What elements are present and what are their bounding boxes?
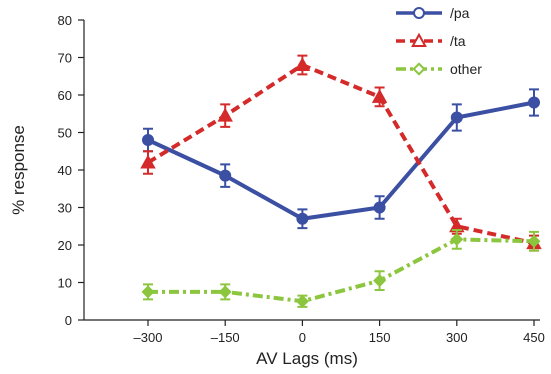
data-point [142, 134, 154, 146]
legend-item: other [396, 61, 482, 77]
series-layer [140, 54, 542, 308]
data-point [373, 201, 386, 214]
data-point [450, 232, 464, 246]
legend: /pa/ta other [396, 5, 482, 77]
x-tick-label: 450 [523, 330, 545, 345]
data-point [141, 285, 155, 299]
data-point [296, 212, 309, 225]
series-line [148, 237, 535, 304]
legend-item: /ta [396, 32, 466, 49]
x-axis-label: AV Lags (ms) [256, 349, 358, 368]
y-tick-label: 10 [58, 276, 72, 291]
x-tick-label: 300 [446, 330, 468, 345]
legend-marker [413, 7, 425, 19]
data-point [294, 57, 311, 71]
data-point [528, 96, 540, 109]
series-2 [141, 229, 541, 308]
series-1 [140, 54, 542, 252]
data-point [371, 88, 388, 103]
axes: 0 10 20 30 40 50 60 70 80 –300 –150 0 150 300 450 [58, 13, 545, 345]
data-point [217, 107, 233, 122]
legend-label: other [450, 61, 482, 77]
y-tick-label: 70 [58, 51, 72, 66]
legend-label: /ta [450, 33, 466, 49]
data-point [373, 274, 387, 288]
data-point [219, 169, 232, 182]
y-tick-label: 0 [65, 313, 72, 328]
y-ticks: 0 10 20 30 40 50 60 70 80 [58, 13, 84, 328]
y-tick-label: 80 [58, 13, 72, 28]
series-0 [142, 88, 540, 230]
data-point [218, 285, 232, 299]
y-tick-label: 50 [58, 126, 72, 141]
legend-marker [411, 32, 427, 47]
x-ticks: –300 –150 0 150 300 450 [134, 320, 545, 345]
y-tick-label: 60 [58, 88, 72, 103]
data-point [527, 234, 541, 248]
y-tick-label: 20 [58, 238, 72, 253]
y-tick-label: 40 [58, 163, 72, 178]
legend-label: /pa [450, 5, 470, 21]
x-tick-label: 0 [299, 330, 306, 345]
x-tick-label: –150 [211, 330, 240, 345]
legend-marker [412, 62, 426, 76]
series-line [147, 100, 535, 221]
y-axis-label: % response [9, 125, 28, 215]
data-point [450, 111, 463, 124]
data-point [295, 294, 309, 308]
x-tick-label: 150 [369, 330, 391, 345]
data-point [140, 154, 156, 169]
series-line [146, 63, 535, 246]
y-tick-label: 30 [58, 201, 72, 216]
x-tick-label: –300 [134, 330, 163, 345]
legend-item: /pa [396, 5, 470, 21]
